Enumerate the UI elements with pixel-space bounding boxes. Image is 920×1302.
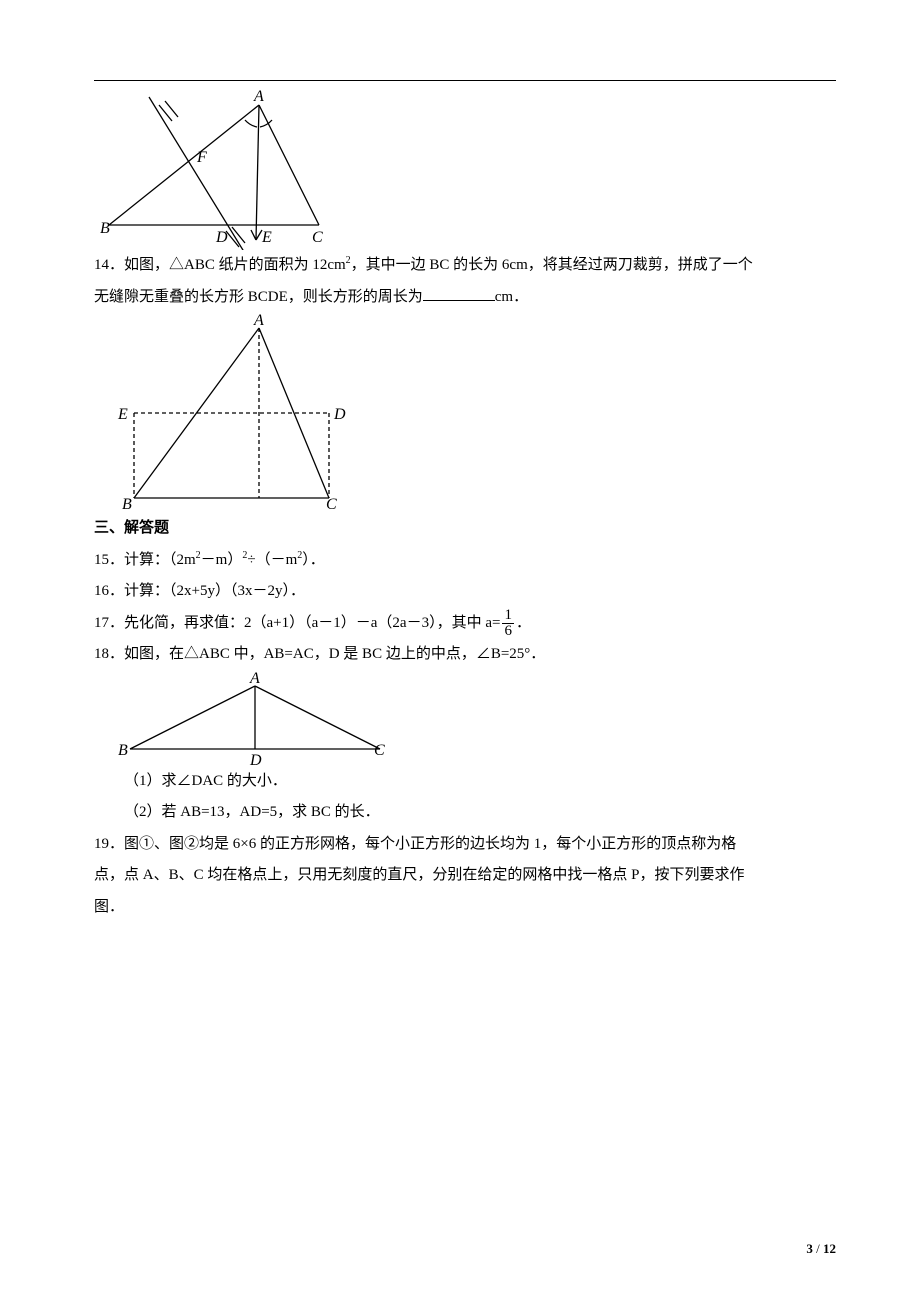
q17-pre: 17．先化简，再求值：2（a+1）（a－1）－a（2a－3），其中 a= xyxy=(94,615,500,631)
label-C3: C xyxy=(374,742,385,759)
q17-frac: 16 xyxy=(502,608,514,639)
q18-sub2: （2）若 AB=13，AD=5，求 BC 的长． xyxy=(94,797,836,829)
figure-q14: A E D B C xyxy=(104,313,349,513)
label-A2: A xyxy=(253,313,264,329)
label-C: C xyxy=(312,229,323,246)
page-sep: / xyxy=(813,1241,823,1256)
q17: 17．先化简，再求值：2（a+1）（a－1）－a（2a－3），其中 a=16． xyxy=(94,608,836,640)
q19-line3: 图． xyxy=(94,892,836,924)
q15-a: 15．计算：（2m xyxy=(94,552,196,568)
q15-b: －m） xyxy=(201,552,243,568)
label-A3: A xyxy=(249,671,260,687)
label-B2: B xyxy=(122,496,132,513)
label-A: A xyxy=(253,88,264,105)
figure-q13: A B F D E C xyxy=(94,85,329,250)
label-D2: D xyxy=(333,406,346,423)
q15-c: ÷（－m xyxy=(247,552,297,568)
q15-d: ）． xyxy=(302,552,325,568)
label-D3: D xyxy=(249,752,262,766)
q14-line1: 14．如图，△ABC 纸片的面积为 12cm2，其中一边 BC 的长为 6cm，… xyxy=(94,250,836,282)
q16: 16．计算：（2x+5y）（3x－2y）． xyxy=(94,576,836,608)
label-D: D xyxy=(215,229,228,246)
label-F: F xyxy=(196,149,207,166)
q14-line2: 无缝隙无重叠的长方形 BCDE，则长方形的周长为 cm． xyxy=(94,282,836,314)
q15: 15．计算：（2m2－m）2÷（－m2）． xyxy=(94,545,836,577)
q19-line2: 点，点 A、B、C 均在格点上，只用无刻度的直尺，分别在给定的网格中找一格点 P… xyxy=(94,860,836,892)
page: A B F D E C 14．如图，△ABC 纸片的面积为 12cm2，其中一边… xyxy=(0,0,920,1302)
label-B3: B xyxy=(118,742,128,759)
section-3-title: 三、解答题 xyxy=(94,513,836,545)
page-number: 3 / 12 xyxy=(806,1235,836,1262)
label-C2: C xyxy=(326,496,337,513)
q14-text-c: 无缝隙无重叠的长方形 BCDE，则长方形的周长为 xyxy=(94,289,423,305)
q14-text-a: 14．如图，△ABC 纸片的面积为 12cm xyxy=(94,257,346,273)
label-E2: E xyxy=(117,406,128,423)
q18-sub1: （1）求∠DAC 的大小． xyxy=(94,766,836,798)
figure-q18: A B D C xyxy=(110,671,390,766)
q19-line1: 19．图①、图②均是 6×6 的正方形网格，每个小正方形的边长均为 1，每个小正… xyxy=(94,829,836,861)
q18: 18．如图，在△ABC 中，AB=AC，D 是 BC 边上的中点，∠B=25°． xyxy=(94,639,836,671)
label-E: E xyxy=(261,229,272,246)
q14-unit: cm． xyxy=(495,289,528,305)
top-rule xyxy=(94,80,836,81)
label-B: B xyxy=(100,220,110,237)
q14-blank xyxy=(423,285,495,301)
q17-den: 6 xyxy=(502,623,514,639)
q17-post: ． xyxy=(516,615,531,631)
page-total: 12 xyxy=(823,1241,836,1256)
q17-num: 1 xyxy=(502,608,514,623)
q14-text-b: ，其中一边 BC 的长为 6cm，将其经过两刀裁剪，拼成了一个 xyxy=(351,257,753,273)
